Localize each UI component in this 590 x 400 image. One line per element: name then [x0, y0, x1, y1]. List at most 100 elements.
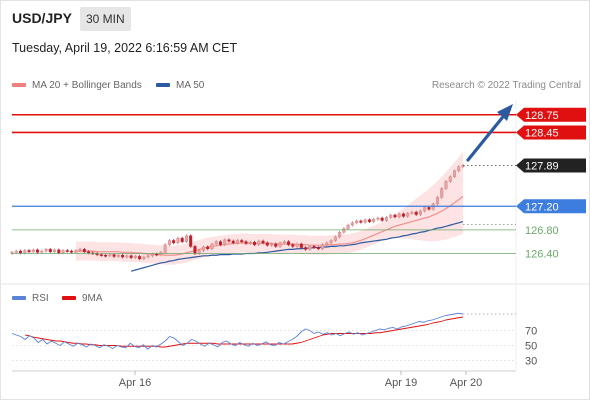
candle — [235, 239, 240, 245]
candle-body — [70, 250, 74, 253]
candle-body — [363, 219, 367, 223]
candle — [346, 223, 350, 231]
candle-body — [235, 240, 240, 244]
candle — [184, 234, 188, 244]
level-tag-label: 126.40 — [525, 248, 559, 260]
candle — [189, 234, 193, 248]
level-tag-shape — [516, 222, 586, 237]
ma50-line — [130, 221, 464, 272]
candle-body — [359, 220, 363, 223]
candle-body — [184, 235, 188, 242]
candle-body — [418, 210, 422, 215]
candle-body — [27, 250, 31, 252]
candle — [321, 243, 325, 251]
candle-body — [338, 231, 342, 238]
candle-body — [346, 224, 350, 229]
candle — [274, 242, 278, 248]
candle — [163, 243, 167, 254]
candle — [270, 242, 274, 247]
candle — [257, 239, 261, 247]
candle — [342, 227, 346, 234]
candle — [240, 239, 244, 244]
candle-body — [176, 237, 180, 244]
candle-body — [304, 247, 308, 250]
level-tag-127.89: 127.89 — [516, 158, 586, 173]
candle — [129, 254, 133, 260]
candle — [146, 254, 150, 259]
candle — [231, 239, 235, 245]
candle — [261, 239, 265, 245]
candle-body — [155, 253, 159, 256]
candle — [65, 249, 69, 253]
candle-body — [367, 219, 371, 222]
rsi-line — [11, 312, 464, 350]
candle-body — [116, 254, 120, 257]
candle-body — [287, 241, 291, 245]
legend-ma20-label: MA 20 + Bollinger Bands — [32, 80, 142, 91]
timeframe-button[interactable]: 30 MIN — [80, 7, 131, 31]
level-tag-128.75: 128.75 — [516, 107, 586, 122]
candle — [452, 169, 457, 179]
candle-body — [342, 228, 346, 233]
level-tag-shape — [516, 246, 586, 261]
candle-body — [248, 242, 252, 244]
candle — [201, 245, 205, 252]
x-tick-label: Apr 16 — [119, 377, 151, 389]
candle-body — [291, 244, 295, 247]
candle — [444, 179, 448, 191]
legend-ma20: MA 20 + Bollinger Bands — [12, 80, 142, 91]
candle — [350, 221, 354, 227]
datetime-label: Tuesday, April 19, 2022 6:16:59 AM CET — [12, 41, 238, 55]
level-tag-shape — [516, 199, 586, 214]
level-tag-shape — [516, 158, 586, 173]
candle — [363, 218, 367, 224]
candle — [295, 242, 299, 248]
candle — [214, 240, 218, 246]
candle-body — [240, 240, 244, 242]
candle — [355, 219, 359, 225]
candle-body — [193, 246, 197, 254]
candle-body — [31, 249, 35, 252]
candle — [440, 187, 444, 199]
legend-rsi-ma: 9MA — [62, 293, 103, 304]
candle-body — [189, 235, 193, 247]
currency-pair: USD/JPY — [12, 10, 72, 26]
candle-body — [231, 240, 235, 244]
candle-body — [278, 242, 282, 247]
legend-rsi-label: RSI — [32, 293, 49, 304]
candle-body — [435, 197, 439, 205]
candle — [125, 254, 129, 259]
rsi-tick-label: 50 — [525, 341, 537, 353]
candle — [48, 247, 52, 254]
candle-body — [274, 243, 278, 247]
candle — [282, 240, 286, 245]
candle-body — [325, 242, 329, 245]
candle — [104, 253, 108, 258]
projection-arrow-shaft — [466, 116, 504, 162]
candle — [218, 240, 223, 247]
candle — [367, 218, 371, 224]
candle-body — [244, 241, 248, 244]
legend-rsi: RSI — [12, 293, 49, 304]
candle-body — [167, 240, 171, 245]
candle-body — [265, 242, 269, 246]
candle — [414, 210, 418, 216]
candle — [401, 212, 405, 218]
candle-body — [78, 249, 82, 251]
candle — [397, 212, 401, 219]
candle — [418, 209, 422, 216]
candle-body — [18, 250, 23, 254]
candle — [210, 242, 214, 251]
level-tag-shape — [516, 107, 586, 122]
candle — [380, 216, 384, 222]
candle-body — [57, 249, 61, 254]
candle — [167, 239, 171, 247]
candle — [142, 255, 146, 261]
candle-body — [372, 218, 376, 222]
level-tag-shape — [516, 125, 586, 140]
candle-body — [299, 243, 303, 248]
x-tick-label: Apr 19 — [385, 377, 417, 389]
candle — [31, 248, 35, 254]
candle — [82, 247, 86, 254]
